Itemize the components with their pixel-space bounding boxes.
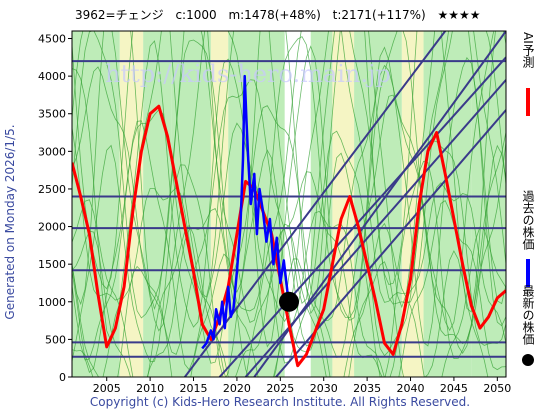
x-tick-label: 2010 <box>136 382 164 395</box>
background-band <box>332 31 355 377</box>
y-tick-label: 3500 <box>38 108 66 121</box>
background-wave-line <box>72 171 506 377</box>
y-tick-label: 1500 <box>38 258 66 271</box>
x-tick-label: 2040 <box>397 382 425 395</box>
legend-label: 過去の株価 <box>521 190 535 250</box>
trend-line <box>184 31 447 377</box>
background-wave-line <box>72 40 506 348</box>
prediction-series <box>72 104 506 368</box>
legend-label: AI予測 <box>521 32 535 68</box>
latest-price-marker <box>279 291 299 312</box>
y-tick-label: 4500 <box>38 33 66 46</box>
background-band <box>171 31 211 377</box>
copyright-footer: Copyright (c) Kids-Hero Research Institu… <box>89 395 471 409</box>
current-price-label: c:1000 <box>175 8 217 22</box>
x-tick-label: 2030 <box>310 382 338 395</box>
x-tick-label: 2020 <box>223 382 251 395</box>
y-tick-label: 2500 <box>38 183 66 196</box>
background-band <box>143 31 172 377</box>
trend-line <box>218 56 506 377</box>
x-tick-label: 2015 <box>180 382 208 395</box>
background-wave-line <box>72 31 506 332</box>
y-tick-label: 500 <box>45 333 66 346</box>
x-tick-label: 2050 <box>483 382 511 395</box>
trend-line <box>253 31 506 377</box>
history-series <box>201 74 291 350</box>
y-tick-label: 3000 <box>38 145 66 158</box>
y-tick-label: 0 <box>59 371 66 384</box>
plot-frame <box>71 30 507 378</box>
y-tick-label: 1000 <box>38 296 66 309</box>
background-wave-line <box>72 31 506 309</box>
x-tick-label: 2035 <box>353 382 381 395</box>
background-wave-line <box>72 31 506 323</box>
background-band <box>210 31 229 377</box>
mid-target-label: m:1478(+48%) <box>228 8 321 22</box>
rating-stars: ★★★★ <box>437 8 481 22</box>
background-wave-line <box>72 250 489 377</box>
legend-label: 最新の株価 <box>521 285 535 345</box>
stock-code-name: 3962=チェンジ <box>75 8 164 22</box>
background-wave-line <box>72 31 506 332</box>
x-tick-label: 2025 <box>266 382 294 395</box>
watermark-text: http://kids-hero.main.jp <box>105 60 391 88</box>
x-tick-label: 2045 <box>440 382 468 395</box>
top-target-label: t:2171(+117%) <box>332 8 426 22</box>
legend-swatch <box>522 354 534 366</box>
y-tick-label: 4000 <box>38 70 66 83</box>
chart-header: 3962=チェンジ c:1000 m:1478(+48%) t:2171(+11… <box>75 3 505 27</box>
x-tick-label: 2005 <box>93 382 121 395</box>
y-tick-label: 2000 <box>38 221 66 234</box>
